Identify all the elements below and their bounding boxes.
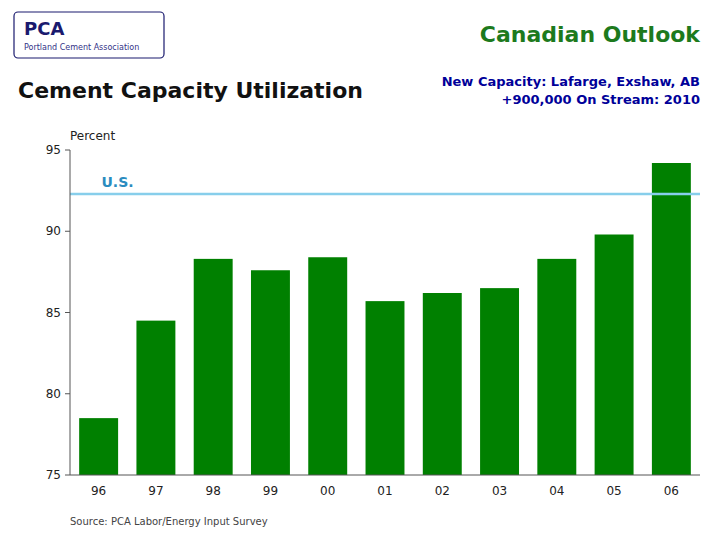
y-tick-label: 90 [46, 224, 61, 238]
x-tick-label: 01 [377, 484, 392, 498]
x-tick-label: 02 [435, 484, 450, 498]
y-axis-line [70, 150, 71, 475]
source: Source: PCA Labor/Energy Input Survey [70, 516, 268, 527]
bar [480, 288, 519, 475]
reference-line [70, 193, 700, 196]
y-tick [65, 475, 70, 476]
x-tick-label: 98 [206, 484, 221, 498]
header: Canadian Outlook [480, 22, 702, 47]
x-tick-label: 05 [606, 484, 621, 498]
logo-subtext: Portland Cement Association [24, 43, 139, 52]
subtitle: New Capacity: Lafarge, Exshaw, AB [442, 74, 700, 89]
bar [652, 163, 691, 475]
y-tick [65, 312, 70, 313]
y-tick-label: 85 [46, 306, 61, 320]
chart: PCA Portland Cement Association Canadian O… [0, 0, 720, 540]
bar [79, 418, 118, 475]
y-tick [65, 393, 70, 394]
y-tick [65, 150, 70, 151]
bar [537, 259, 576, 475]
y-tick [65, 231, 70, 232]
bar [136, 321, 175, 475]
y-tick-label: 95 [46, 143, 61, 157]
x-tick-label: 99 [263, 484, 278, 498]
bar [595, 235, 634, 476]
x-tick-label: 96 [91, 484, 106, 498]
x-tick-label: 06 [664, 484, 679, 498]
plot-area [70, 163, 700, 475]
y-tick-label: 75 [46, 468, 61, 482]
x-tick-label: 03 [492, 484, 507, 498]
logo-box [14, 12, 164, 58]
bar [194, 259, 233, 475]
title: Cement Capacity Utilization [18, 78, 363, 103]
x-tick-label: 97 [148, 484, 163, 498]
logo-text: PCA [24, 18, 64, 39]
x-tick-label: 00 [320, 484, 335, 498]
x-axis-line [70, 475, 700, 476]
subtitle: +900,000 On Stream: 2010 [502, 92, 701, 107]
bar [423, 293, 462, 475]
bar [251, 270, 290, 475]
y-tick-label: 80 [46, 387, 61, 401]
bar [366, 301, 405, 475]
bar [308, 257, 347, 475]
reference-label: U.S. [102, 174, 134, 190]
y-axis-label: Percent [70, 129, 115, 143]
x-tick-label: 04 [549, 484, 564, 498]
